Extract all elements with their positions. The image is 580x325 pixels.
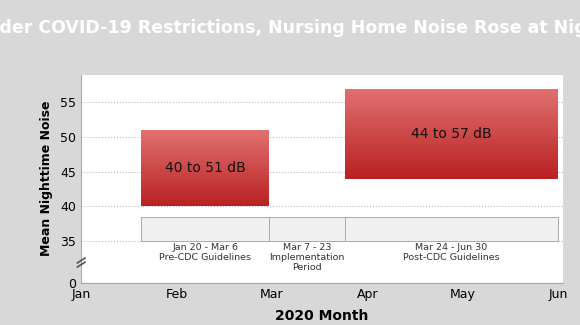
Bar [269, 217, 345, 241]
X-axis label: 2020 Month: 2020 Month [276, 309, 368, 323]
Text: 40 to 51 dB: 40 to 51 dB [165, 161, 245, 176]
Bar [345, 217, 558, 241]
Y-axis label: Mean Nighttime Noise: Mean Nighttime Noise [41, 101, 53, 256]
Text: 44 to 57 dB: 44 to 57 dB [411, 127, 492, 141]
Text: Jan 20 - Mar 6
Pre-CDC Guidelines: Jan 20 - Mar 6 Pre-CDC Guidelines [159, 242, 251, 262]
Text: Mar 7 - 23
Implementation
Period: Mar 7 - 23 Implementation Period [270, 242, 345, 272]
Text: Mar 24 - Jun 30
Post-CDC Guidelines: Mar 24 - Jun 30 Post-CDC Guidelines [403, 242, 500, 262]
Bar [142, 217, 269, 241]
Text: Under COVID-19 Restrictions, Nursing Home Noise Rose at Night: Under COVID-19 Restrictions, Nursing Hom… [0, 20, 580, 37]
